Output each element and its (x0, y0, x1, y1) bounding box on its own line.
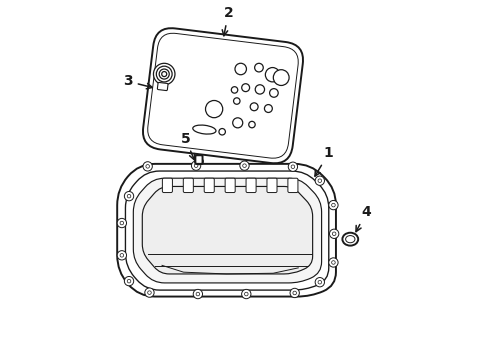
Circle shape (191, 161, 201, 170)
Circle shape (144, 288, 154, 297)
Circle shape (235, 63, 246, 75)
FancyBboxPatch shape (266, 178, 276, 193)
Circle shape (242, 164, 246, 167)
Ellipse shape (192, 125, 216, 134)
Text: 1: 1 (314, 146, 333, 176)
Circle shape (241, 84, 249, 91)
FancyBboxPatch shape (287, 178, 297, 193)
Text: 5: 5 (180, 132, 194, 160)
FancyBboxPatch shape (204, 178, 214, 193)
Text: 4: 4 (355, 205, 370, 231)
Circle shape (120, 221, 123, 225)
Circle shape (147, 291, 151, 294)
Circle shape (231, 87, 237, 93)
Circle shape (124, 192, 133, 201)
Circle shape (142, 162, 152, 171)
Circle shape (232, 118, 242, 128)
PathPatch shape (142, 28, 303, 163)
Circle shape (264, 105, 272, 112)
Circle shape (244, 292, 247, 296)
FancyBboxPatch shape (224, 178, 235, 193)
Circle shape (328, 201, 337, 210)
Circle shape (162, 72, 166, 77)
Circle shape (233, 98, 240, 104)
PathPatch shape (142, 186, 312, 274)
Circle shape (194, 164, 198, 167)
Circle shape (331, 203, 335, 207)
PathPatch shape (147, 33, 298, 158)
Circle shape (156, 66, 172, 82)
Circle shape (127, 279, 131, 283)
Circle shape (317, 179, 321, 183)
Circle shape (329, 229, 338, 238)
PathPatch shape (133, 178, 321, 283)
Circle shape (117, 219, 126, 228)
Circle shape (254, 63, 263, 72)
FancyBboxPatch shape (162, 178, 172, 193)
Circle shape (328, 258, 337, 267)
FancyBboxPatch shape (245, 178, 256, 193)
Circle shape (314, 278, 324, 287)
Circle shape (124, 276, 133, 286)
PathPatch shape (117, 164, 335, 297)
Text: 3: 3 (123, 75, 152, 89)
Circle shape (292, 291, 296, 295)
Circle shape (248, 121, 255, 128)
Ellipse shape (195, 158, 203, 164)
Circle shape (145, 165, 149, 168)
Circle shape (332, 232, 335, 235)
Circle shape (120, 253, 123, 257)
Text: 2: 2 (222, 6, 233, 36)
Circle shape (269, 89, 278, 97)
Circle shape (250, 103, 258, 111)
Circle shape (219, 129, 225, 135)
FancyBboxPatch shape (157, 82, 168, 91)
Ellipse shape (342, 233, 357, 246)
Circle shape (331, 261, 335, 264)
Circle shape (289, 288, 299, 298)
Circle shape (255, 85, 264, 94)
Circle shape (193, 289, 202, 299)
Circle shape (290, 165, 294, 168)
Circle shape (196, 292, 199, 296)
Circle shape (159, 69, 169, 79)
Ellipse shape (345, 235, 354, 243)
PathPatch shape (125, 171, 328, 290)
Circle shape (265, 68, 279, 82)
Circle shape (239, 161, 249, 170)
Circle shape (117, 251, 126, 260)
Circle shape (127, 194, 131, 198)
Circle shape (205, 100, 222, 118)
Circle shape (317, 280, 321, 284)
FancyBboxPatch shape (195, 155, 202, 164)
Circle shape (287, 162, 297, 171)
Circle shape (153, 63, 175, 85)
Circle shape (273, 70, 288, 85)
Circle shape (314, 176, 324, 185)
FancyBboxPatch shape (183, 178, 193, 193)
Circle shape (241, 289, 250, 299)
